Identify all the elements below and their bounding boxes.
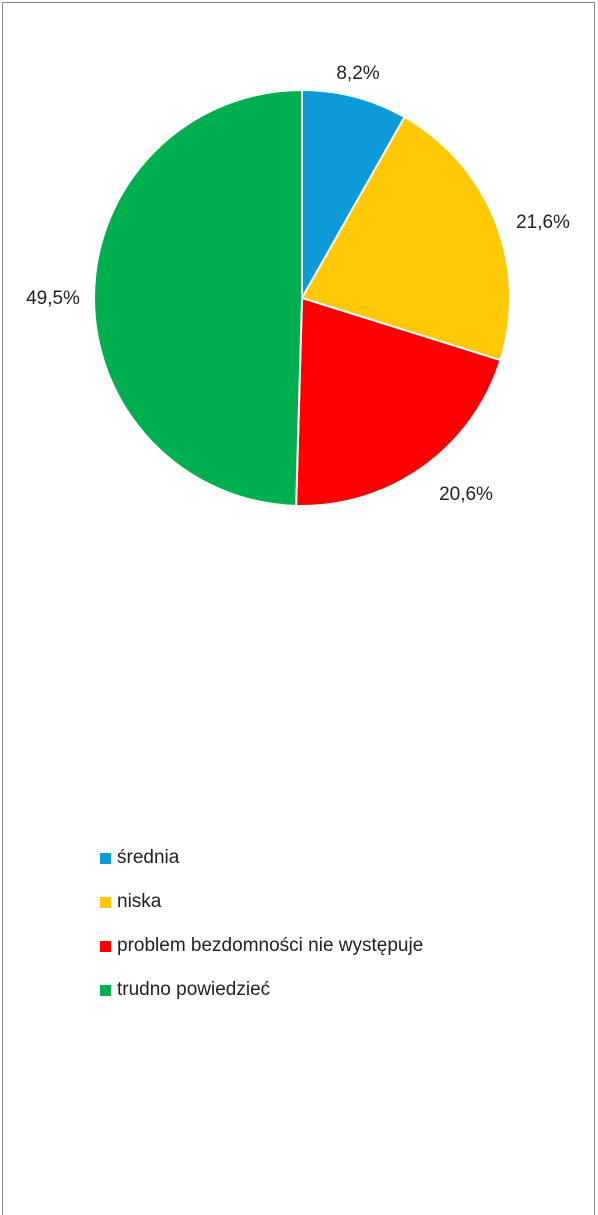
pie-chart: 8,2% 21,6% 20,6% 49,5% [26, 63, 570, 507]
pie-slice-srednia [301, 88, 406, 302]
legend-item-niska: niska [100, 891, 423, 913]
data-label-srednia: 8,2% [336, 63, 379, 84]
legend-swatch-trudno-powiedziec [100, 984, 111, 996]
pie-slice-trudno-powiedziec [93, 88, 303, 507]
legend-item-trudno-powiedziec: trudno powiedzieć [100, 979, 423, 1001]
legend-swatch-srednia [100, 852, 111, 864]
legend-swatch-niska [100, 896, 111, 908]
data-label-niska: 21,6% [516, 212, 570, 233]
legend-label-trudno-powiedziec: trudno powiedzieć [117, 979, 271, 1000]
data-label-brak-problemu: 20,6% [439, 484, 493, 505]
legend: średnia niska problem bezdomności nie wy… [100, 847, 423, 1023]
legend-label-niska: niska [117, 891, 162, 912]
pie-slice-brak-problemu [295, 296, 502, 507]
legend-swatch-brak-problemu [100, 940, 111, 952]
pie-slice-niska [300, 115, 511, 362]
legend-item-srednia: średnia [100, 847, 423, 869]
data-label-trudno-powiedziec: 49,5% [26, 288, 80, 309]
legend-label-brak-problemu: problem bezdomności nie występuje [117, 935, 424, 956]
legend-label-srednia: średnia [117, 847, 180, 868]
legend-item-brak-problemu: problem bezdomności nie występuje [100, 935, 423, 957]
